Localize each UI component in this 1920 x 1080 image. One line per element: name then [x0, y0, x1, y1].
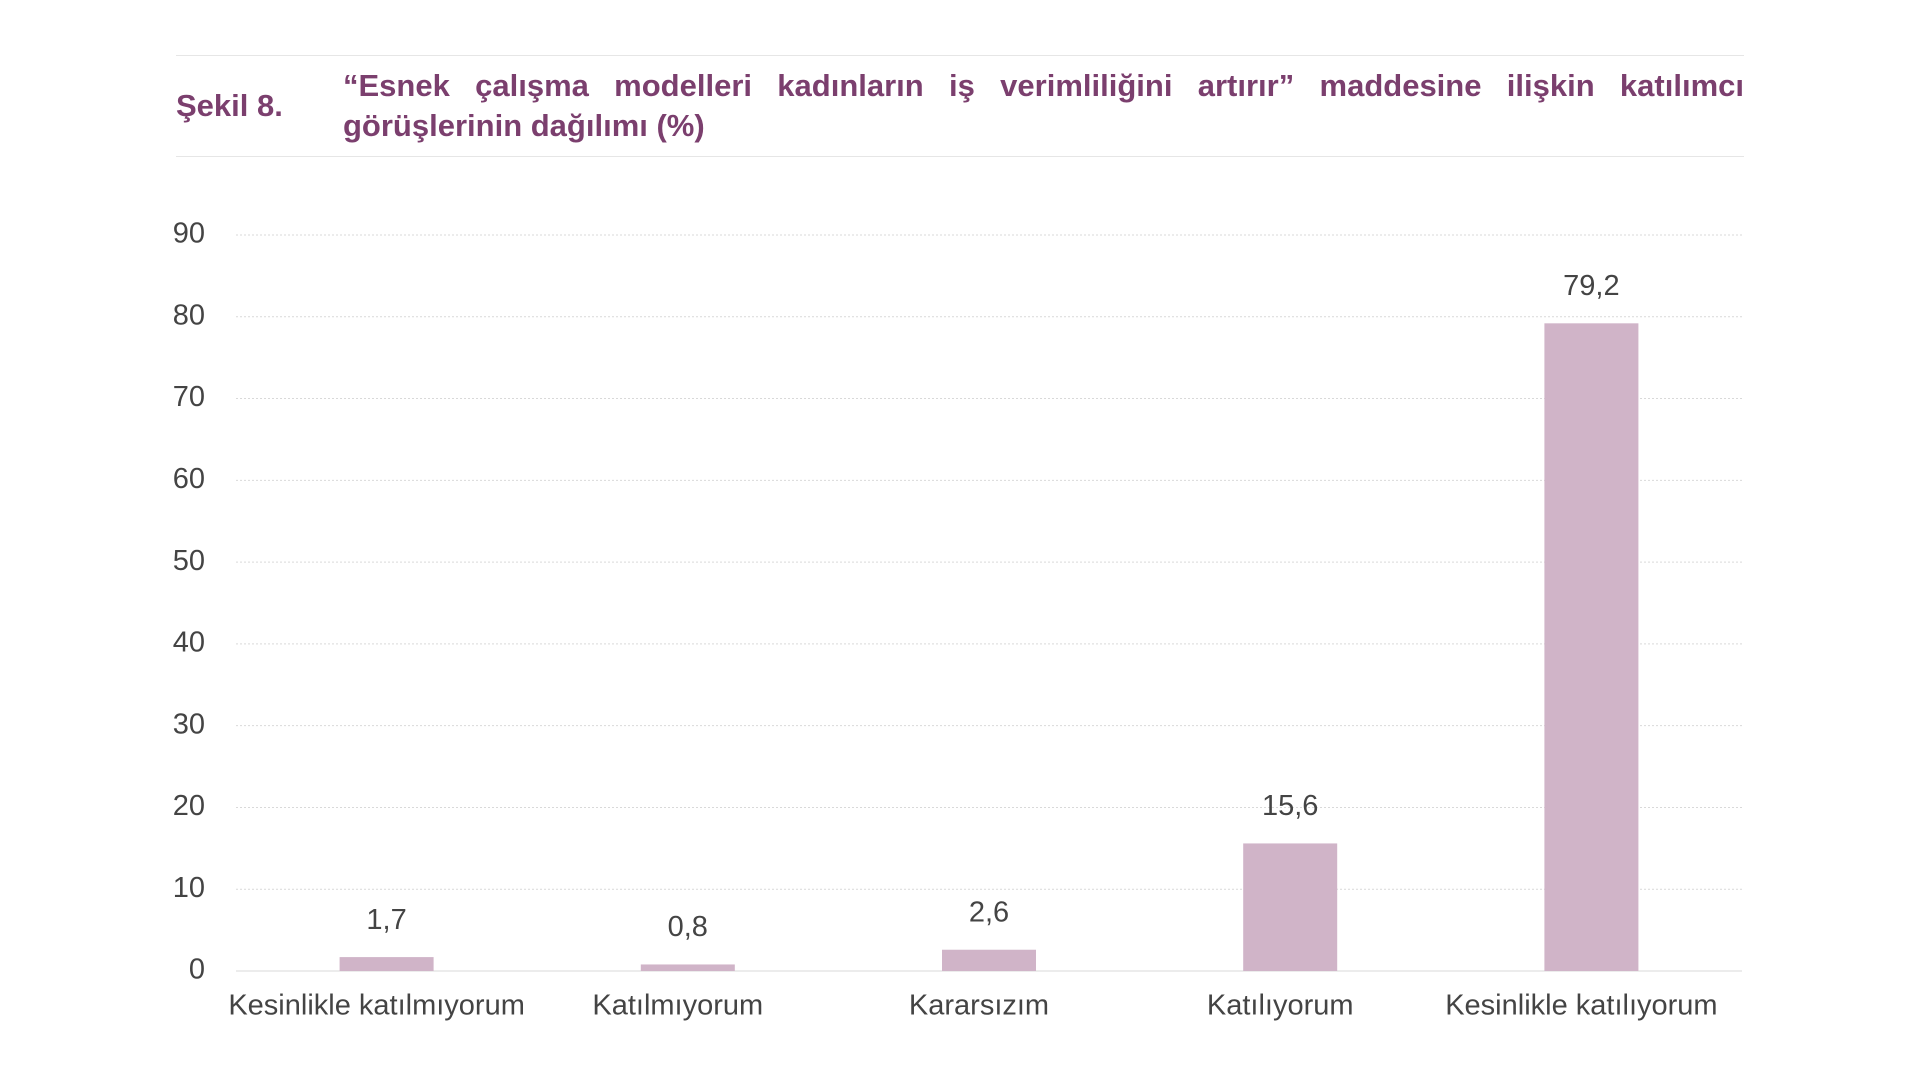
rule: [176, 156, 1744, 157]
x-tick-label: Katılmıyorum: [592, 990, 763, 1022]
y-tick-label: 90: [173, 218, 205, 250]
bar: [1243, 843, 1338, 971]
figure-label: Şekil 8.: [176, 88, 283, 123]
x-tick-label: Kesinlikle katılmıyorum: [228, 990, 525, 1022]
y-tick-label: 30: [173, 708, 205, 740]
y-tick-label: 0: [189, 954, 205, 986]
y-tick-label: 10: [173, 872, 205, 904]
rule: [176, 55, 1744, 56]
y-tick-label: 60: [173, 463, 205, 495]
bar: [640, 964, 735, 971]
y-tick-label: 80: [173, 299, 205, 331]
y-tick-label: 50: [173, 545, 205, 577]
chart-title: “Esnek çalışma modelleri kadınların iş v…: [343, 68, 1744, 143]
value-label: 0,8: [668, 911, 708, 943]
value-label: 2,6: [969, 896, 1009, 928]
y-tick-label: 20: [173, 790, 205, 822]
value-label: 79,2: [1563, 270, 1619, 302]
bar: [339, 957, 434, 971]
y-tick-label: 40: [173, 627, 205, 659]
y-tick-label: 70: [173, 381, 205, 413]
bar: [942, 949, 1036, 971]
x-tick-label: Kesinlikle katılıyorum: [1445, 990, 1717, 1022]
bar: [1544, 323, 1639, 971]
value-label: 15,6: [1262, 790, 1318, 822]
x-tick-label: Kararsızım: [909, 990, 1049, 1022]
x-tick-label: Katılıyorum: [1207, 990, 1354, 1022]
value-label: 1,7: [366, 904, 406, 936]
